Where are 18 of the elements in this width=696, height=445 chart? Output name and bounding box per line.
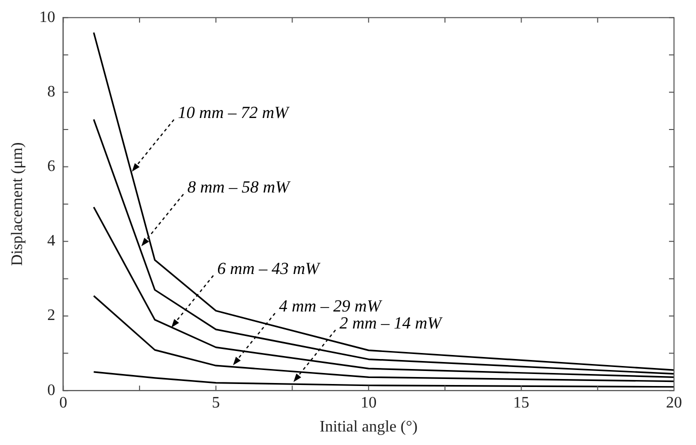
annotation: 6 mm – 43 mW <box>217 259 322 278</box>
x-axis-title: Initial angle (°) <box>320 418 418 436</box>
y-tick-label: 2 <box>47 307 56 324</box>
y-axis-title: Displacement (μm) <box>8 142 26 266</box>
x-tick-label: 10 <box>360 394 377 412</box>
y-tick-label: 8 <box>47 83 56 100</box>
annotation: 8 mm – 58 mW <box>187 178 292 197</box>
y-tick-label: 0 <box>47 382 56 399</box>
annotation: 2 mm – 14 mW <box>339 313 444 332</box>
x-tick-label: 5 <box>212 394 220 412</box>
x-tick-label: 0 <box>59 394 68 412</box>
x-tick-label: 15 <box>513 394 530 412</box>
annotation: 4 mm – 29 mW <box>279 296 383 316</box>
y-tick-label: 6 <box>47 158 56 176</box>
y-tick-label: 4 <box>47 232 56 250</box>
x-tick-label: 20 <box>666 394 682 412</box>
annotation: 10 mm – 72 mW <box>178 103 290 122</box>
y-tick-label: 10 <box>39 8 56 26</box>
